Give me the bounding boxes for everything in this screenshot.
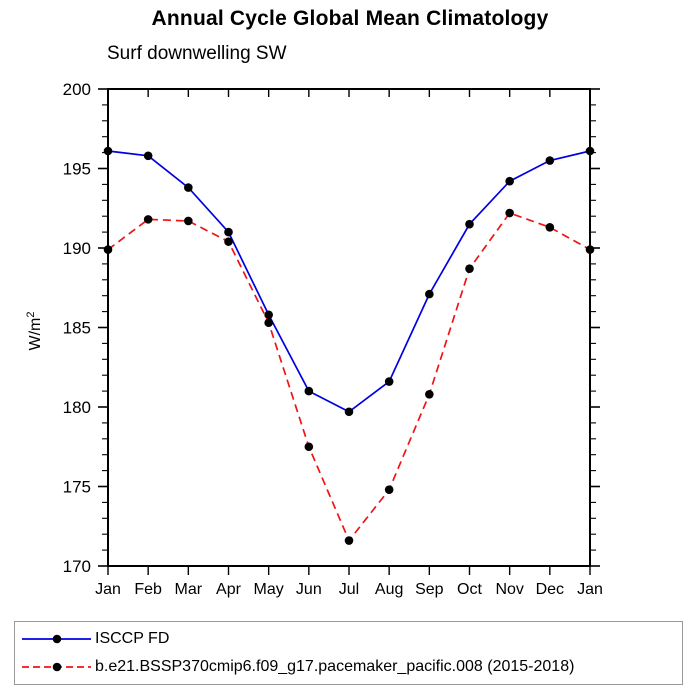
- data-point-marker: [465, 219, 474, 229]
- data-point-marker: [184, 216, 193, 226]
- x-tick-label: May: [254, 581, 284, 598]
- data-series: [103, 146, 595, 545]
- plot-frame: [107, 88, 591, 567]
- y-tick-label: 175: [63, 478, 91, 497]
- y-tick-label: 170: [63, 557, 91, 576]
- x-tick-label: Jan: [95, 581, 121, 598]
- data-point-marker: [103, 146, 113, 156]
- y-axis-label: W/m2: [25, 312, 44, 351]
- x-tick-label: Apr: [216, 581, 242, 598]
- data-point-marker: [143, 151, 153, 161]
- x-tick-label: Jan: [577, 581, 603, 598]
- data-point-marker: [425, 389, 434, 399]
- data-point-marker: [224, 227, 233, 237]
- x-tick-label: Jun: [296, 581, 322, 598]
- data-point-marker: [585, 146, 595, 156]
- x-tick-label: Aug: [375, 581, 403, 598]
- x-tick-label: Sep: [415, 581, 444, 598]
- legend-label-model-run: b.e21.BSSP370cmip6.f09_g17.pacemaker_pac…: [95, 658, 575, 676]
- x-tick-label: Mar: [175, 581, 203, 598]
- data-point-marker: [585, 245, 595, 254]
- x-tick-label: Nov: [495, 581, 523, 598]
- data-point-marker: [304, 442, 314, 452]
- data-point-marker: [103, 245, 113, 254]
- chart-title: Annual Cycle Global Mean Climatology: [151, 7, 549, 30]
- legend-item-isccp-fd: ISCCP FD: [19, 625, 682, 653]
- chart-subtitle: Surf downwelling SW: [107, 43, 287, 64]
- data-point-marker: [304, 386, 314, 396]
- dashed-line-marker-icon: [22, 663, 91, 672]
- x-tick-label: Feb: [134, 581, 162, 598]
- data-point-marker: [184, 183, 193, 192]
- legend: ISCCP FD b.e21.BSSP370cmip6.f09_g17.pace…: [14, 621, 683, 685]
- legend-label-isccp-fd: ISCCP FD: [95, 629, 170, 647]
- y-tick-label: 180: [63, 398, 91, 417]
- data-point-marker: [425, 289, 434, 299]
- x-tick-label: Dec: [536, 581, 564, 598]
- data-point-marker: [384, 377, 394, 386]
- data-point-marker: [264, 318, 273, 328]
- data-point-marker: [545, 156, 555, 165]
- solid-line-marker-icon: [22, 634, 91, 643]
- legend-item-model-run: b.e21.BSSP370cmip6.f09_g17.pacemaker_pac…: [19, 653, 682, 681]
- x-tick-label: Oct: [457, 581, 482, 598]
- data-point-marker: [465, 264, 474, 273]
- data-point-marker: [224, 237, 233, 246]
- data-point-marker: [505, 208, 514, 218]
- data-point-marker: [264, 310, 273, 320]
- y-tick-label: 190: [63, 239, 91, 258]
- data-point-marker: [344, 407, 354, 417]
- y-tick-label: 195: [63, 160, 91, 179]
- axes: 170 175 180 185 190 195 200 Jan Feb Mar Apr May Jun J…: [63, 80, 603, 598]
- y-tick-label: 200: [63, 80, 91, 99]
- series-line-dashed: [107, 212, 591, 543]
- x-tick-label: Jul: [339, 581, 359, 598]
- data-point-marker: [143, 215, 153, 224]
- data-point-marker: [545, 223, 555, 232]
- data-point-marker: [344, 536, 354, 545]
- series-line-solid: [107, 150, 591, 413]
- data-point-marker: [505, 176, 514, 186]
- data-point-marker: [384, 485, 394, 494]
- y-tick-label: 185: [63, 319, 91, 338]
